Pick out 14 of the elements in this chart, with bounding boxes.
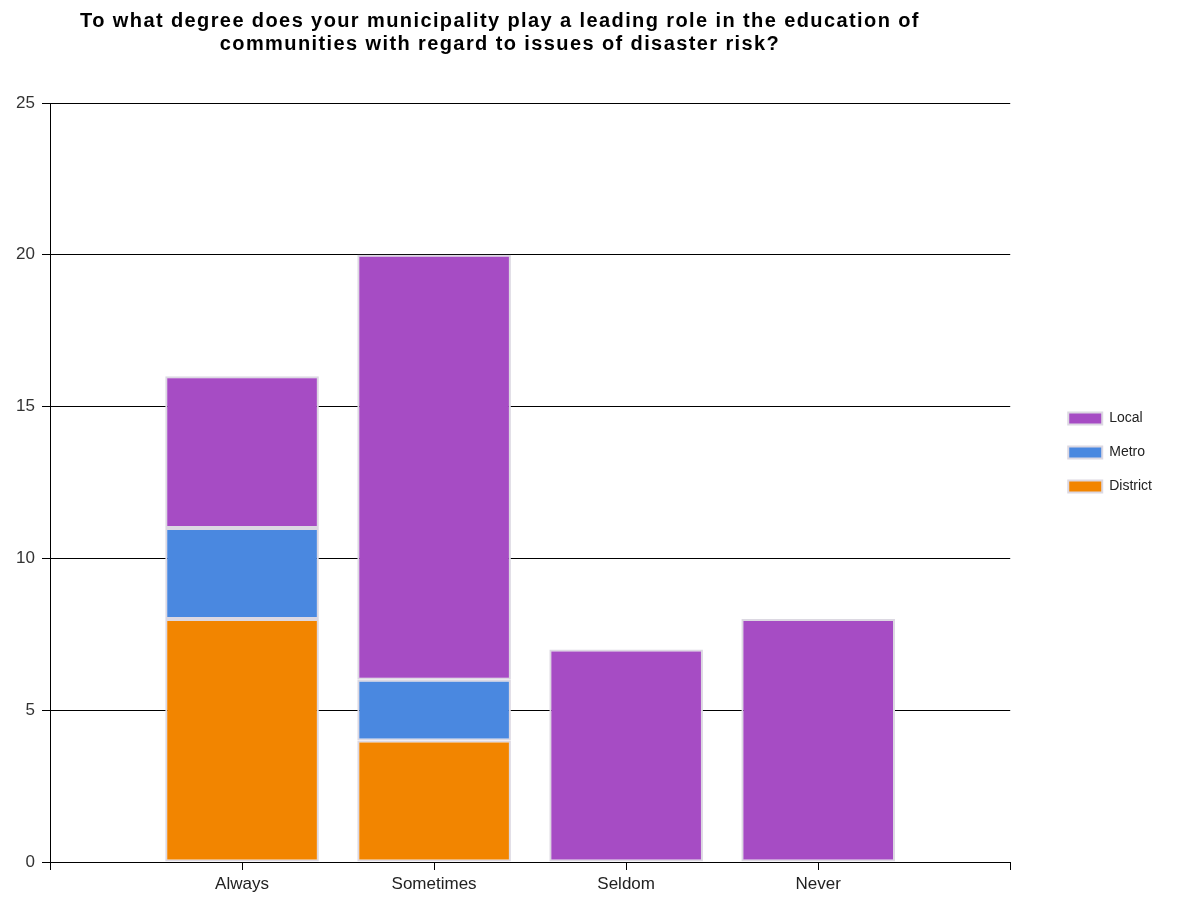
y-tick-label: 20 <box>16 244 35 264</box>
y-tick-label: 15 <box>16 396 35 416</box>
y-tick-label: 25 <box>16 92 35 112</box>
x-tick-label: Sometimes <box>391 873 477 893</box>
chart-title: To what degree does your municipality play a leading role in the education of communities with regard to issues of disaster risk? <box>79 9 921 55</box>
x-tick-label: Never <box>795 873 842 893</box>
y-tick-label: 0 <box>25 851 35 871</box>
legend-label: Metro <box>1109 443 1146 460</box>
legend-label: District <box>1109 477 1153 494</box>
x-tick-label: Seldom <box>597 873 655 893</box>
y-tick-label: 5 <box>25 699 35 719</box>
x-tick-label: Always <box>215 873 269 893</box>
legend-label: Local <box>1109 409 1143 426</box>
y-tick-label: 10 <box>16 548 35 568</box>
